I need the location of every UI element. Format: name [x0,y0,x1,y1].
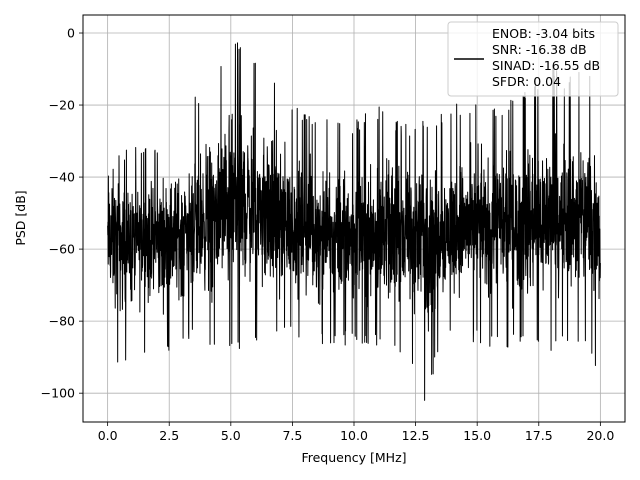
y-tick-label: −60 [49,242,75,257]
x-tick-label: 20.0 [586,428,614,443]
x-tick-label: 10.0 [340,428,368,443]
x-tick-label: 2.5 [159,428,179,443]
legend: ENOB: -3.04 bits SNR: -16.38 dB SINAD: -… [447,21,619,97]
legend-entry: SFDR: 0.04 [492,74,561,89]
y-axis-label: PSD [dB] [13,190,28,245]
x-tick-label: 5.0 [221,428,241,443]
legend-entry: SNR: -16.38 dB [492,42,587,57]
x-tick-label: 12.5 [402,428,430,443]
x-tick-label: 0.0 [98,428,118,443]
series-layer [107,42,601,401]
legend-box [447,21,619,97]
y-tick-label: −80 [49,314,75,329]
y-tick-label: −20 [49,98,75,113]
psd-trace [107,42,601,401]
x-tick-label: 17.5 [525,428,553,443]
legend-entry: ENOB: -3.04 bits [492,26,595,41]
y-tick-label: 0 [67,26,75,41]
x-axis-label: Frequency [MHz] [301,450,406,465]
x-tick-label: 15.0 [463,428,491,443]
legend-entry: SINAD: -16.55 dB [492,58,600,73]
x-tick-label: 7.5 [282,428,302,443]
x-axis: 0.0 2.5 5.0 7.5 10.0 12.5 15.0 17.5 20.0 [98,422,614,443]
y-tick-label: −100 [41,386,75,401]
y-tick-label: −40 [49,170,75,185]
y-axis: 0 −20 −40 −60 −80 −100 [41,26,83,401]
